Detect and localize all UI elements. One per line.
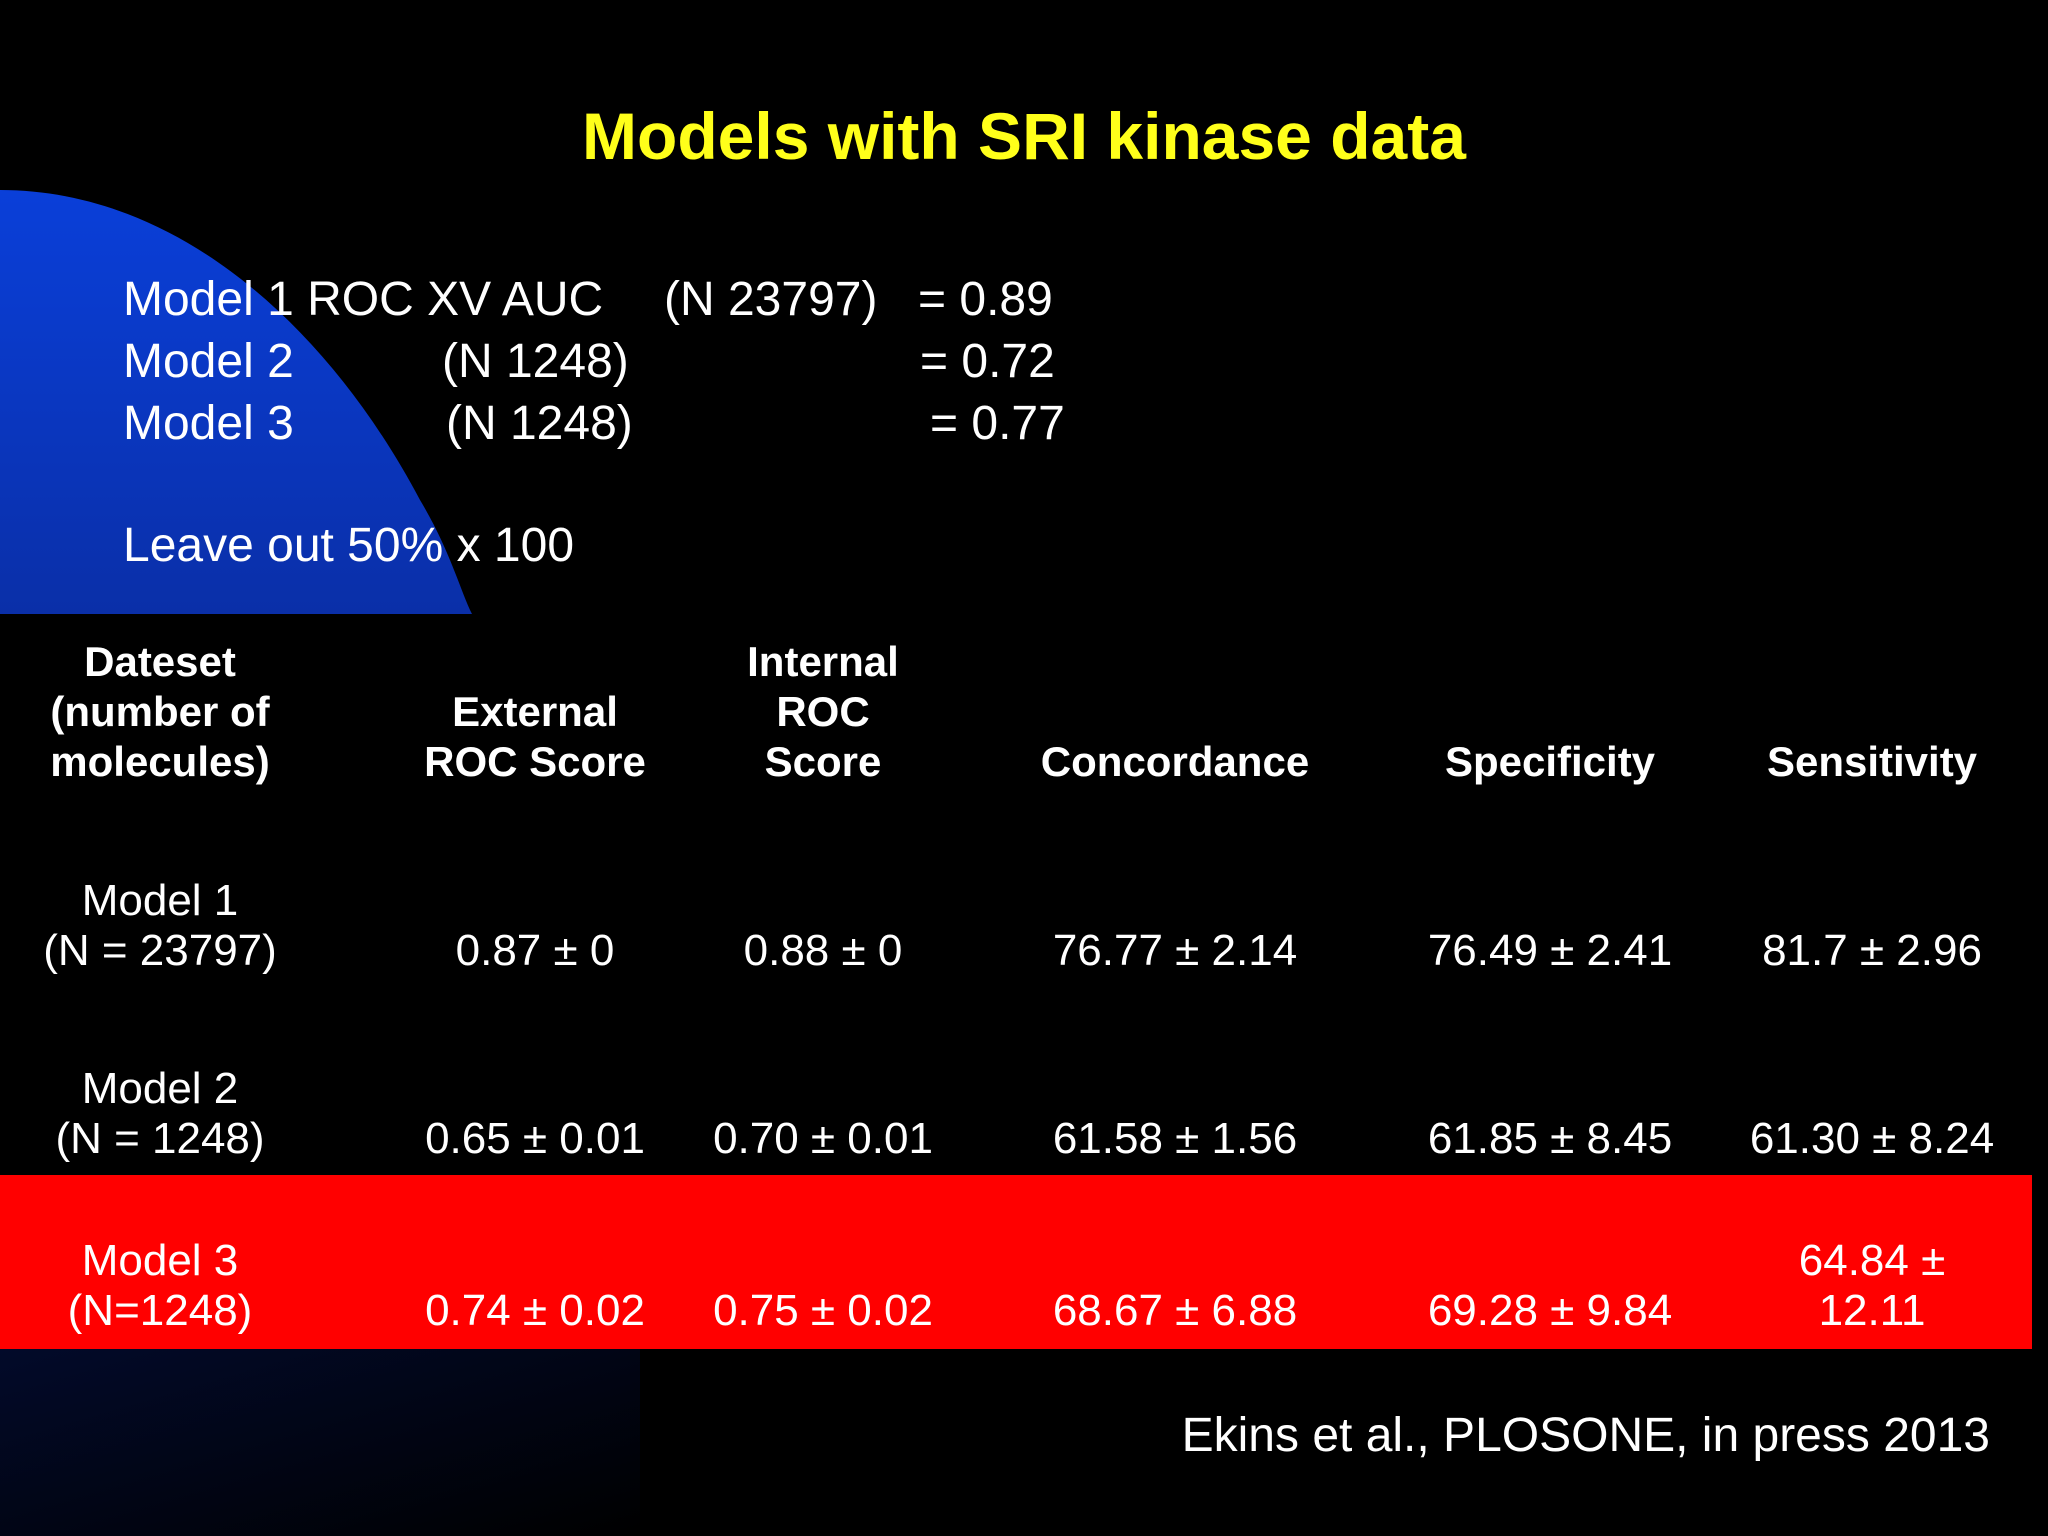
header-concordance: Concordance xyxy=(1040,738,1310,785)
slide-title: Models with SRI kinase data xyxy=(582,99,1466,173)
row-2-dataset: Model 2 (N = 1248) xyxy=(55,1064,265,1163)
row-1-internal-roc: 0.88 ± 0 xyxy=(743,926,903,975)
row-1-concordance: 76.77 ± 2.14 xyxy=(1052,926,1298,975)
header-dataset: Dateset (number of molecules) xyxy=(50,638,270,785)
leave-out-note: Leave out 50% x 100 xyxy=(123,519,575,572)
row-1-dataset: Model 1 (N = 23797) xyxy=(43,876,277,975)
blue-arc-shape xyxy=(0,190,472,614)
summary-model-2-value: = 0.72 xyxy=(920,335,1055,388)
row-3-sensitivity: 64.84 ± 12.11 xyxy=(1798,1236,1946,1335)
row-2-internal-roc: 0.70 ± 0.01 xyxy=(713,1114,933,1163)
summary-model-2-label: Model 2 xyxy=(123,335,294,388)
row-3-concordance: 68.67 ± 6.88 xyxy=(1052,1286,1298,1335)
summary-model-2-n: (N 1248) xyxy=(442,335,629,388)
row-3-internal-roc: 0.75 ± 0.02 xyxy=(713,1286,933,1335)
row-2-concordance: 61.58 ± 1.56 xyxy=(1052,1114,1298,1163)
summary-model-1-label: Model 1 ROC XV AUC xyxy=(123,273,604,326)
row-1-specificity: 76.49 ± 2.41 xyxy=(1427,926,1673,975)
summary-model-3-n: (N 1248) xyxy=(446,397,633,450)
summary-model-3-label: Model 3 xyxy=(123,397,294,450)
header-sensitivity: Sensitivity xyxy=(1766,738,1978,785)
row-3-specificity: 69.28 ± 9.84 xyxy=(1427,1286,1673,1335)
row-1-sensitivity: 81.7 ± 2.96 xyxy=(1762,926,1982,975)
row-2-sensitivity: 61.30 ± 8.24 xyxy=(1749,1114,1995,1163)
header-specificity: Specificity xyxy=(1444,738,1656,785)
header-external-roc: External ROC Score xyxy=(424,688,646,785)
citation: Ekins et al., PLOSONE, in press 2013 xyxy=(1181,1409,1990,1462)
row-2-specificity: 61.85 ± 8.45 xyxy=(1427,1114,1673,1163)
row-3-external-roc: 0.74 ± 0.02 xyxy=(425,1286,645,1335)
summary-model-1-n: (N 23797) xyxy=(664,273,878,326)
row-1-external-roc: 0.87 ± 0 xyxy=(455,926,615,975)
summary-model-1-value: = 0.89 xyxy=(918,273,1053,326)
header-internal-roc: Internal ROC Score xyxy=(747,638,899,785)
dark-blue-panel xyxy=(0,1349,640,1536)
row-2-external-roc: 0.65 ± 0.01 xyxy=(425,1114,645,1163)
row-3-dataset: Model 3 (N=1248) xyxy=(67,1236,253,1335)
summary-model-3-value: = 0.77 xyxy=(930,397,1065,450)
model-3-highlight-bar xyxy=(0,1175,2032,1349)
